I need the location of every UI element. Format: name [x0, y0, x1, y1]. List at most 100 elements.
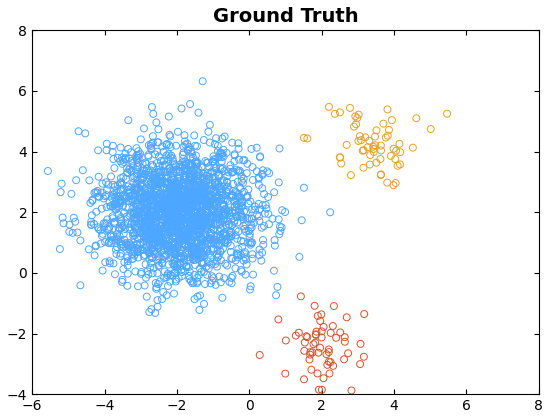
Point: [118, 154, 127, 161]
Point: [213, 254, 222, 260]
Point: [372, 127, 381, 134]
Point: [306, 351, 315, 358]
Point: [192, 227, 201, 234]
Point: [219, 231, 228, 238]
Point: [58, 214, 67, 221]
Point: [219, 230, 228, 237]
Point: [204, 170, 212, 176]
Point: [190, 170, 199, 176]
Point: [193, 173, 202, 180]
Point: [180, 138, 189, 145]
Point: [172, 166, 181, 173]
Point: [225, 221, 234, 228]
Point: [314, 349, 323, 356]
Point: [173, 195, 182, 202]
Point: [180, 227, 189, 234]
Point: [258, 249, 267, 256]
Point: [134, 152, 142, 159]
Point: [311, 331, 320, 338]
Point: [172, 221, 180, 228]
Point: [156, 176, 165, 182]
Point: [151, 186, 160, 193]
Point: [142, 243, 151, 250]
Point: [145, 192, 153, 198]
Point: [148, 133, 157, 139]
Point: [169, 214, 178, 221]
Point: [140, 194, 148, 200]
Point: [228, 273, 237, 279]
Point: [112, 193, 121, 199]
Point: [140, 195, 148, 202]
Point: [137, 211, 146, 218]
Point: [98, 267, 107, 274]
Point: [167, 173, 175, 180]
Point: [212, 232, 221, 239]
Point: [106, 260, 114, 267]
Point: [190, 207, 199, 213]
Point: [178, 273, 186, 279]
Point: [204, 222, 213, 228]
Point: [412, 115, 421, 122]
Point: [128, 198, 137, 205]
Point: [97, 205, 106, 212]
Point: [184, 166, 192, 173]
Point: [167, 186, 176, 192]
Point: [171, 200, 180, 206]
Point: [200, 218, 209, 225]
Point: [151, 192, 160, 199]
Point: [235, 156, 244, 163]
Point: [158, 163, 167, 169]
Point: [207, 261, 216, 268]
Point: [376, 156, 385, 163]
Point: [153, 229, 162, 236]
Point: [215, 233, 224, 239]
Point: [160, 207, 168, 213]
Point: [192, 245, 201, 252]
Point: [178, 234, 187, 241]
Point: [56, 189, 65, 195]
Point: [151, 230, 160, 236]
Point: [248, 251, 257, 257]
Point: [180, 206, 189, 213]
Point: [235, 194, 244, 201]
Point: [228, 169, 237, 176]
Point: [239, 223, 248, 229]
Point: [136, 188, 145, 195]
Point: [194, 186, 203, 192]
Point: [177, 203, 186, 210]
Point: [153, 148, 162, 155]
Point: [199, 187, 207, 194]
Point: [166, 202, 174, 208]
Point: [164, 214, 173, 221]
Point: [213, 184, 222, 191]
Point: [134, 155, 143, 161]
Point: [205, 194, 214, 201]
Point: [223, 184, 232, 190]
Point: [207, 186, 216, 193]
Point: [164, 204, 173, 210]
Point: [156, 190, 164, 197]
Point: [124, 117, 133, 123]
Point: [260, 223, 268, 229]
Point: [229, 193, 238, 199]
Point: [157, 238, 166, 244]
Point: [219, 229, 228, 236]
Point: [280, 209, 289, 215]
Point: [158, 176, 167, 182]
Point: [133, 155, 141, 161]
Point: [188, 248, 196, 255]
Point: [175, 180, 184, 187]
Point: [196, 221, 205, 228]
Point: [192, 189, 201, 196]
Point: [255, 182, 263, 189]
Point: [271, 242, 279, 249]
Point: [162, 192, 170, 199]
Point: [213, 209, 222, 216]
Point: [158, 296, 167, 302]
Point: [146, 223, 155, 229]
Point: [169, 241, 178, 247]
Point: [116, 186, 125, 193]
Point: [103, 216, 112, 223]
Point: [183, 220, 191, 226]
Point: [85, 246, 94, 253]
